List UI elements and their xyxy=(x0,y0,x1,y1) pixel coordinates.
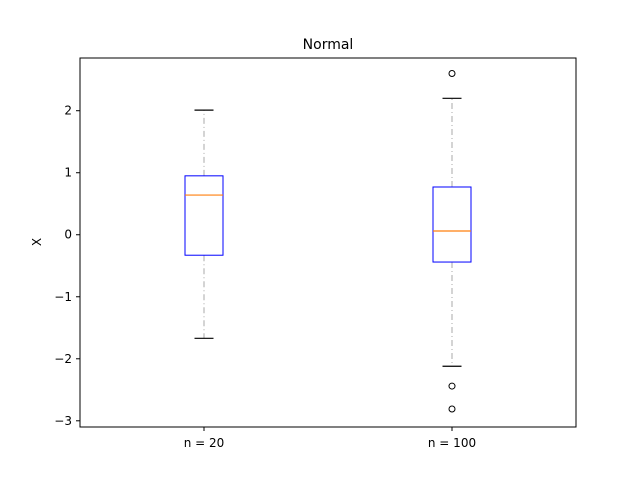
box-iqr xyxy=(432,186,472,263)
x-tick-label: n = 100 xyxy=(428,436,476,450)
x-tick-label: n = 20 xyxy=(184,436,225,450)
y-tick-label: −2 xyxy=(54,352,72,366)
y-tick-label: −1 xyxy=(54,290,72,304)
y-tick-label: −3 xyxy=(54,414,72,428)
y-tick-label: 1 xyxy=(64,166,72,180)
chart-title: Normal xyxy=(303,37,354,53)
box-iqr xyxy=(184,175,224,256)
outlier-point xyxy=(448,405,456,413)
outlier-point xyxy=(448,70,456,78)
y-axis-label: X xyxy=(30,238,44,246)
y-tick-label: 2 xyxy=(64,104,72,118)
axes-frame xyxy=(79,57,577,428)
outlier-point xyxy=(448,382,456,390)
y-tick-label: 0 xyxy=(64,228,72,242)
plot-area: −3 −2 −1 0 1 2 n = 20 n = 100 xyxy=(54,57,577,450)
